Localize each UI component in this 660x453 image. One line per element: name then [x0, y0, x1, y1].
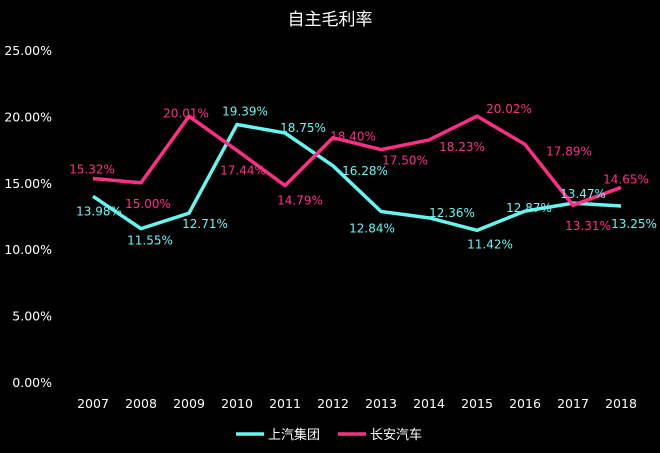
- data-label: 18.75%: [280, 121, 326, 135]
- x-tick-label: 2016: [509, 396, 541, 411]
- data-label: 11.42%: [467, 237, 513, 251]
- x-tick-label: 2010: [221, 396, 253, 411]
- series-line-0: [92, 122, 622, 233]
- y-tick-label: 25.00%: [4, 43, 52, 58]
- data-label: 14.65%: [603, 172, 649, 186]
- data-label: 14.79%: [277, 194, 323, 208]
- data-label: 12.84%: [349, 221, 395, 235]
- data-label: 12.36%: [429, 206, 475, 220]
- x-tick-label: 2017: [557, 396, 589, 411]
- data-label: 13.31%: [565, 219, 611, 233]
- x-tick-label: 2011: [269, 396, 301, 411]
- data-label: 12.87%: [506, 201, 552, 215]
- y-tick-label: 15.00%: [4, 176, 52, 191]
- data-label: 13.98%: [76, 204, 122, 218]
- data-label: 18.40%: [330, 130, 376, 144]
- x-tick-label: 2018: [605, 396, 637, 411]
- data-label: 18.23%: [439, 140, 485, 154]
- x-tick-label: 2014: [413, 396, 445, 411]
- x-tick-label: 2013: [365, 396, 397, 411]
- y-tick-label: 5.00%: [12, 309, 52, 324]
- y-tick-label: 10.00%: [4, 242, 52, 257]
- chart-title: 自主毛利率: [288, 10, 373, 30]
- series-line-1: [92, 114, 622, 207]
- data-label: 19.39%: [222, 105, 268, 119]
- data-label: 13.25%: [611, 217, 657, 231]
- data-label: 11.55%: [127, 234, 173, 248]
- data-label: 17.89%: [546, 144, 592, 158]
- legend-item: 上汽集团: [236, 427, 320, 443]
- data-label: 12.71%: [182, 217, 228, 231]
- data-label: 15.32%: [69, 163, 115, 177]
- x-tick-label: 2012: [317, 396, 349, 411]
- x-tick-label: 2007: [77, 396, 109, 411]
- legend-label: 上汽集团: [268, 427, 320, 443]
- legend-label: 长安汽车: [370, 427, 422, 443]
- data-label: 20.01%: [163, 106, 209, 120]
- x-tick-label: 2008: [125, 396, 157, 411]
- data-label: 13.47%: [560, 187, 606, 201]
- data-label: 15.00%: [125, 197, 171, 211]
- x-tick-label: 2015: [461, 396, 493, 411]
- data-label: 17.50%: [382, 154, 428, 168]
- data-label: 16.28%: [342, 164, 388, 178]
- data-label: 17.44%: [220, 163, 266, 177]
- data-label: 20.02%: [486, 102, 532, 116]
- legend-item: 长安汽车: [338, 427, 422, 443]
- y-tick-label: 0.00%: [12, 375, 52, 390]
- y-tick-label: 20.00%: [4, 109, 52, 124]
- x-tick-label: 2009: [173, 396, 205, 411]
